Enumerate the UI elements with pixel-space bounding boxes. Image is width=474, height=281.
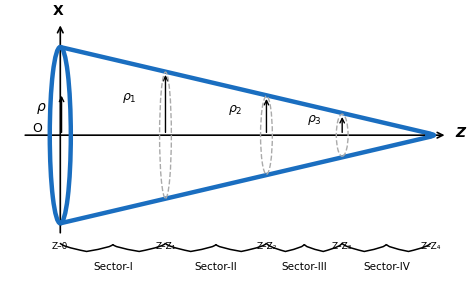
Text: Z–Z₄: Z–Z₄	[420, 242, 441, 251]
Text: Z–Z₃: Z–Z₃	[332, 242, 352, 251]
Text: Z–Z₂: Z–Z₂	[256, 242, 277, 251]
Text: Z: Z	[456, 126, 466, 140]
Text: $\rho_2$: $\rho_2$	[228, 103, 242, 117]
Text: Sector-IV: Sector-IV	[363, 262, 410, 273]
Text: $\rho$: $\rho$	[36, 101, 46, 115]
Text: Sector-II: Sector-II	[195, 262, 237, 273]
Text: O: O	[32, 121, 42, 135]
Text: Z–Z₁: Z–Z₁	[155, 242, 176, 251]
Text: $\rho_3$: $\rho_3$	[308, 112, 322, 126]
Text: Sector-I: Sector-I	[93, 262, 133, 273]
Text: Sector-III: Sector-III	[282, 262, 327, 273]
Text: X: X	[53, 4, 64, 18]
Text: Z–0: Z–0	[52, 242, 68, 251]
Text: $\rho_1$: $\rho_1$	[122, 92, 137, 105]
